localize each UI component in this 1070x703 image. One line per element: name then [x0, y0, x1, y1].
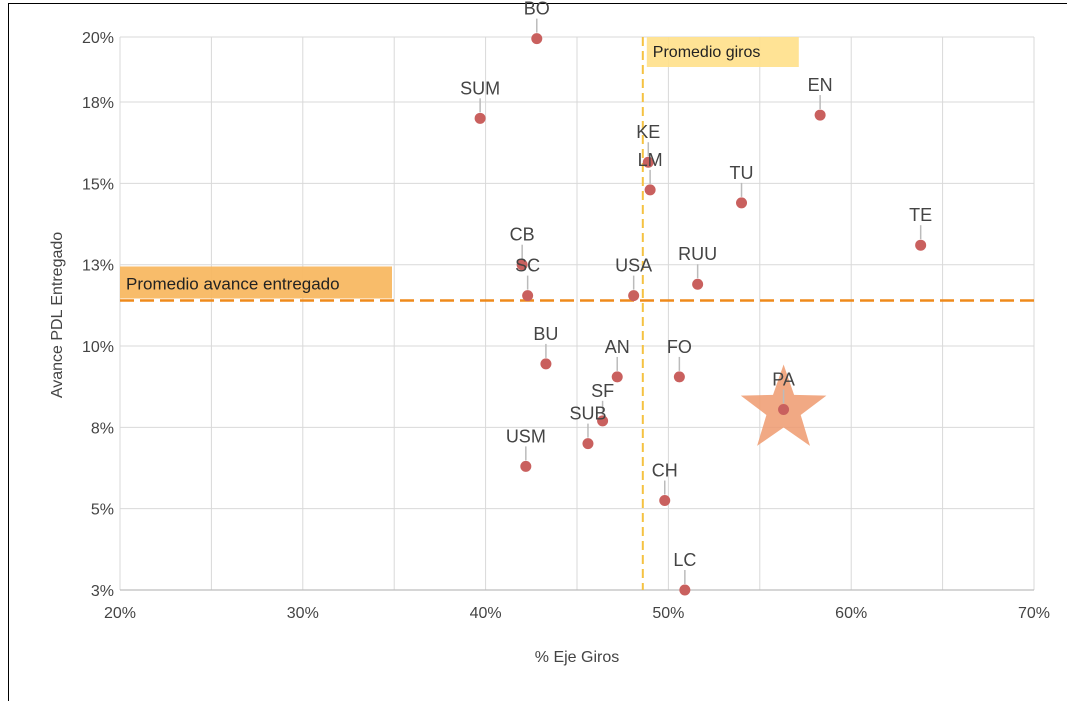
point-label: EN [808, 75, 833, 95]
point-label: SF [591, 381, 614, 401]
data-point [915, 239, 927, 251]
point-label: CB [510, 225, 535, 245]
data-point [814, 109, 826, 121]
avg-giros-label: Promedio giros [653, 44, 761, 61]
x-tick-label: 20% [104, 605, 136, 622]
point-label: TE [909, 205, 932, 225]
data-point [611, 371, 623, 383]
point-label: CH [652, 461, 678, 481]
y-tick-label: 18% [82, 95, 114, 112]
point-label: TU [730, 163, 754, 183]
data-point [736, 197, 748, 209]
y-tick-label: 10% [82, 339, 114, 356]
x-tick-label: 50% [652, 605, 684, 622]
data-point [516, 259, 528, 271]
point-label: PA [772, 369, 795, 389]
avg-avance-label-box [120, 266, 392, 299]
axis-ticks: 20% 30% 40% 50% 60% 70% 3% 5% 8% 10% 13% 15% 18% 20% [82, 30, 1050, 622]
point-label: LC [673, 550, 696, 570]
x-tick-label: 40% [470, 605, 502, 622]
point-label: SC [515, 256, 540, 276]
reference-lines [120, 37, 1034, 590]
y-axis-label: Avance PDL Entregado [49, 232, 66, 398]
x-tick-label: 30% [287, 605, 319, 622]
data-point [644, 184, 656, 196]
avg-giros-label-box [646, 37, 799, 67]
data-point [679, 584, 691, 596]
chart-frame [8, 3, 1067, 701]
point-label: LM [638, 150, 663, 170]
data-point [659, 495, 671, 507]
point-label: SUM [460, 78, 500, 98]
x-tick-label: 70% [1018, 605, 1050, 622]
y-tick-label: 20% [82, 30, 114, 47]
data-point [474, 112, 486, 124]
data-points: BO SUM EN KE LM TU TE CB SC USA RUU BU AN FO PA SF SUB US… [460, 0, 932, 596]
grid-lines [119, 36, 1035, 591]
point-label: KE [636, 122, 660, 142]
point-label: BU [533, 324, 558, 344]
y-tick-label: 5% [91, 502, 114, 519]
data-point [522, 290, 534, 302]
point-label: AN [605, 337, 630, 357]
data-point [540, 358, 552, 370]
data-point [582, 438, 594, 450]
y-tick-label: 13% [82, 258, 114, 275]
point-label: USA [615, 256, 652, 276]
point-label: FO [667, 337, 692, 357]
data-point [642, 156, 654, 168]
x-tick-label: 60% [835, 605, 867, 622]
y-tick-label: 3% [91, 583, 114, 600]
y-tick-label: 8% [91, 420, 114, 437]
avg-avance-label: Promedio avance entregado [126, 274, 340, 293]
data-point [597, 415, 609, 427]
data-point [778, 403, 790, 415]
y-tick-label: 15% [82, 176, 114, 193]
x-axis-label: % Eje Giros [535, 649, 619, 666]
data-point [628, 290, 640, 302]
data-point [692, 278, 704, 290]
point-label: RUU [678, 244, 717, 264]
point-label: SUB [569, 404, 606, 424]
data-point [673, 371, 685, 383]
point-label: USM [506, 426, 546, 446]
data-point [531, 33, 543, 45]
data-point [520, 460, 532, 472]
reference-labels: Promedio giros Promedio avance entregado [120, 37, 799, 299]
point-label: BO [524, 0, 550, 19]
